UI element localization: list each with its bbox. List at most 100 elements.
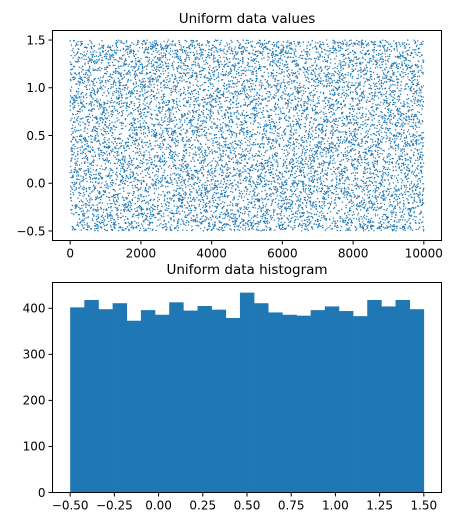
scatter-point [244,149,246,151]
scatter-point [75,119,78,121]
scatter-point [160,83,162,85]
scatter-point [180,175,182,178]
scatter-point [91,218,94,220]
scatter-point [206,218,208,220]
scatter-point [73,229,76,231]
scatter-point [148,140,151,142]
scatter-point [224,116,226,119]
scatter-point [147,201,149,203]
scatter-point [156,140,158,142]
scatter-point [90,171,92,173]
scatter-point [209,161,211,164]
scatter-point [177,225,179,227]
scatter-point [222,201,224,203]
scatter-point [175,139,177,141]
scatter-point [206,103,208,105]
scatter-point [79,41,82,43]
scatter-point [183,155,186,157]
scatter-point [196,170,198,172]
scatter-point [175,173,178,175]
scatter-point [155,42,158,44]
scatter-point [160,223,162,225]
scatter-point [79,135,81,137]
scatter-point [228,157,231,159]
scatter-point [81,102,83,104]
scatter-point [146,65,148,67]
scatter-point [216,161,218,163]
scatter-point [192,70,194,72]
scatter-point [107,80,110,83]
scatter-point [219,186,221,188]
scatter-point [174,130,177,132]
scatter-point [75,94,77,97]
scatter-point [211,151,214,153]
scatter-point [100,196,102,198]
scatter-point [114,196,116,199]
scatter-point [201,128,203,131]
scatter-point [194,47,196,49]
scatter-point [110,151,113,153]
scatter-point [228,125,230,128]
scatter-point [229,204,231,206]
scatter-point [203,105,205,107]
scatter-point [76,205,78,207]
scatter-point [163,171,165,173]
scatter-point [105,180,107,183]
scatter-point [215,207,218,209]
scatter-point [70,197,72,199]
scatter-point [161,99,163,101]
scatter-point [111,77,113,79]
scatter-point [206,102,209,104]
scatter-point [207,218,210,220]
scatter-point [187,113,189,116]
scatter-point [223,178,225,181]
scatter-point [132,187,134,189]
scatter-point [101,219,103,222]
scatter-point [187,122,190,124]
scatter-point [190,160,192,162]
scatter-point [221,155,223,157]
scatter-point [214,123,217,125]
scatter-point [200,128,202,130]
scatter-point [77,224,79,226]
scatter-point [245,147,248,150]
scatter-point [140,179,142,182]
scatter-point [98,69,100,71]
scatter-point [121,88,124,90]
scatter-point [153,124,155,126]
scatter-point [235,136,238,138]
scatter-point [137,152,139,154]
scatter-point [126,167,129,170]
scatter-point [125,45,127,47]
scatter-point [139,103,141,106]
scatter-point [180,133,182,136]
scatter-point [74,45,77,47]
scatter-point [77,43,79,46]
scatter-point [238,66,240,69]
scatter-point [190,76,193,79]
scatter-point [127,73,129,75]
scatter-point [145,217,147,219]
scatter-point [216,69,218,71]
scatter-point [213,73,215,76]
scatter-point [115,178,118,180]
scatter-point [175,210,178,212]
scatter-point [236,85,238,88]
scatter-point [121,94,123,96]
scatter-point [111,217,114,219]
scatter-point [80,71,83,73]
scatter-point [216,127,219,129]
scatter-point [189,122,192,124]
scatter-point [158,64,160,67]
scatter-point [117,198,120,200]
scatter-point [138,154,141,157]
scatter-point [117,90,119,92]
scatter-point [240,182,242,184]
scatter-point [102,217,105,219]
scatter-point [161,90,163,92]
scatter-point [113,225,115,228]
scatter-point [239,207,241,209]
scatter-point [225,73,227,76]
scatter-point [107,161,109,163]
scatter-point [171,150,173,153]
